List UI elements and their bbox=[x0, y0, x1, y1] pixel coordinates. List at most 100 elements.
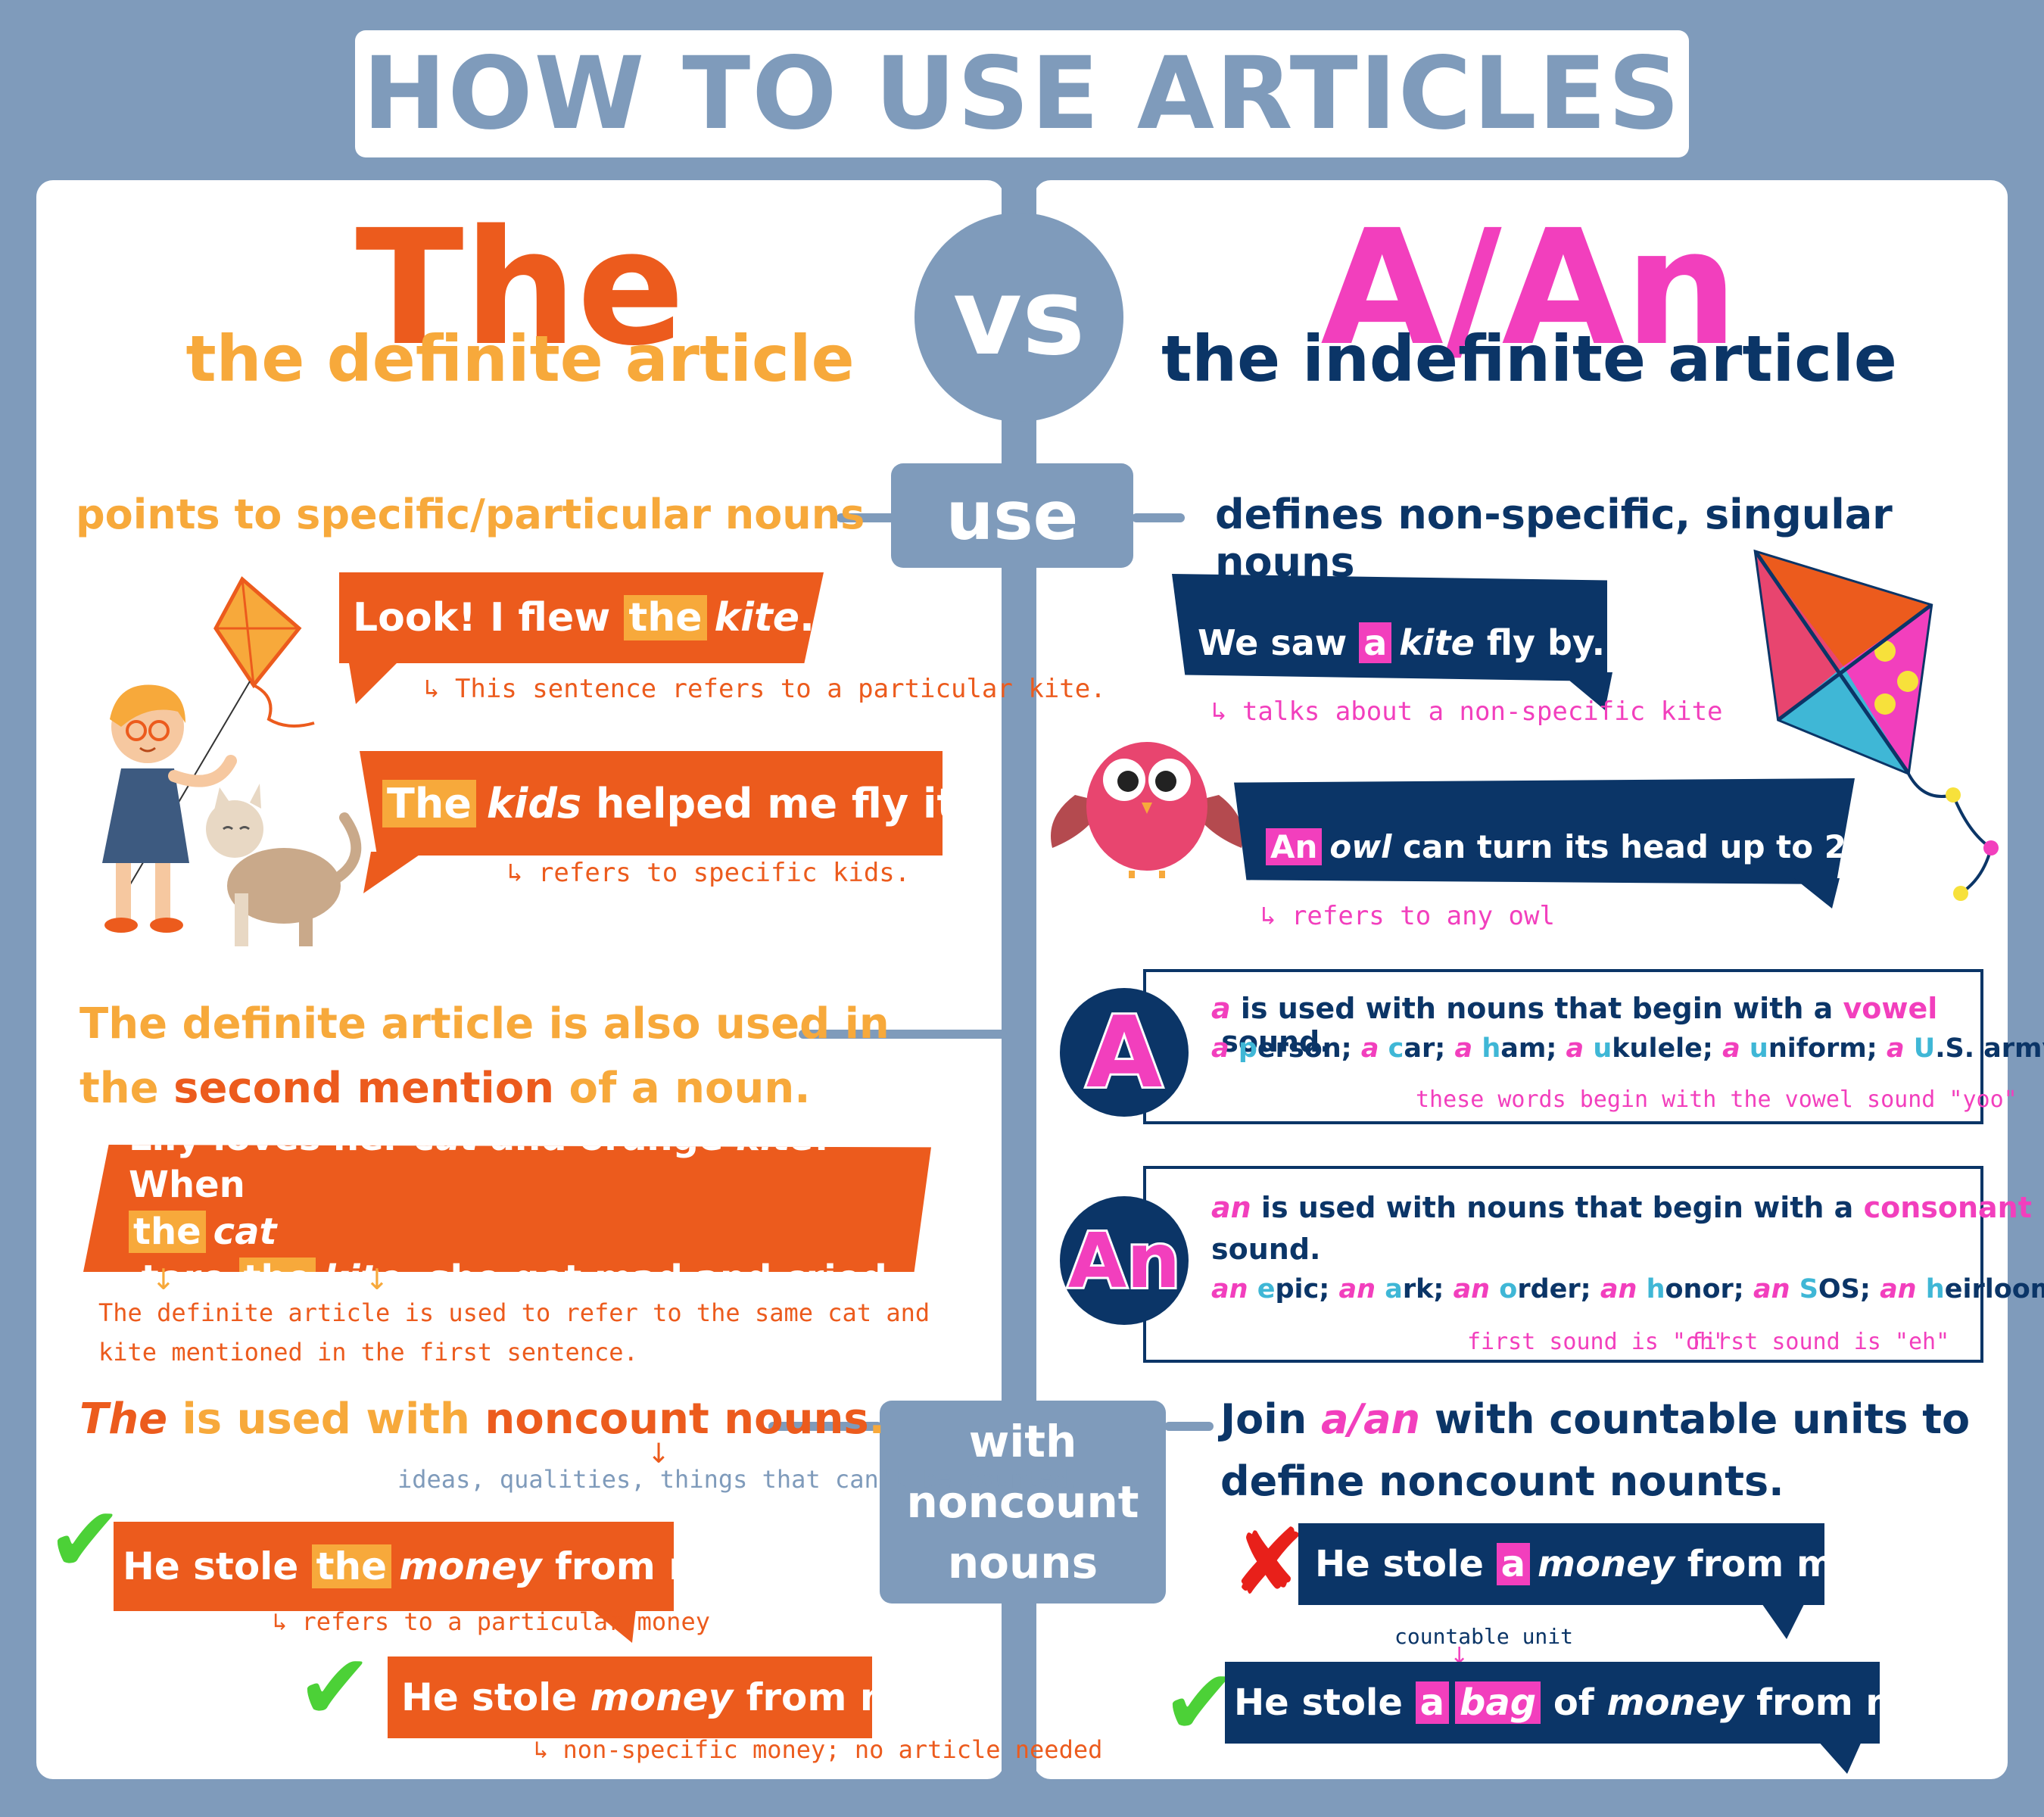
article-highlight: The bbox=[382, 779, 476, 827]
second-mention-bold: second mention bbox=[173, 1064, 555, 1113]
example-first-sound: S bbox=[1799, 1274, 1818, 1304]
use-label: use bbox=[891, 463, 1133, 568]
example-text: , she got mad and cried. bbox=[402, 1258, 901, 1272]
example-article: an bbox=[1211, 1274, 1248, 1304]
example-first-sound: c bbox=[1388, 1033, 1404, 1064]
article-highlight: a bbox=[1415, 1681, 1450, 1724]
example-rest: OS; bbox=[1818, 1274, 1871, 1304]
example-first-sound: u bbox=[1593, 1033, 1612, 1064]
noncount-text: is used with bbox=[167, 1395, 485, 1444]
example-article: a bbox=[1722, 1033, 1740, 1064]
noun-word: money bbox=[1538, 1543, 1675, 1585]
rule-a-examples: a person; a car; a ham; a ukulele; a uni… bbox=[1211, 1033, 2044, 1064]
bubble-tail bbox=[1760, 1601, 1806, 1639]
example-bubble-the-money: He stole the money from me. bbox=[114, 1522, 674, 1611]
check-icon: ✔ bbox=[47, 1488, 123, 1593]
example-article: an bbox=[1453, 1274, 1491, 1304]
noun-word: cat bbox=[213, 1211, 277, 1253]
second-mention-connector bbox=[799, 1030, 1007, 1039]
definite-use-text: points to specific/particular nouns bbox=[76, 491, 865, 538]
example-article: an bbox=[1338, 1274, 1376, 1304]
article-highlight: the bbox=[311, 1544, 392, 1588]
note-text: refers to a particular money bbox=[301, 1607, 710, 1636]
rule-an-examples: an epic; an ark; an order; an honor; an … bbox=[1211, 1274, 2044, 1304]
example-text: . bbox=[799, 595, 815, 640]
rule-keyword: consonant bbox=[1863, 1191, 2032, 1224]
example-first-sound: p bbox=[1238, 1033, 1257, 1064]
article-highlight: An bbox=[1266, 827, 1323, 865]
example-article: a bbox=[1360, 1033, 1379, 1064]
vs-text: vs bbox=[952, 255, 1086, 379]
example-bubble-a-money-wrong: He stole a money from me. bbox=[1298, 1523, 1873, 1605]
girl-kite-illustration bbox=[102, 576, 362, 946]
example-first-sound: e bbox=[1257, 1274, 1276, 1304]
noncount-heading-right: Join a/an with countable units to bbox=[1220, 1395, 1970, 1443]
noun-word: kite bbox=[736, 1145, 815, 1159]
noun-word: kite bbox=[1399, 622, 1475, 663]
example-text: from me. bbox=[1675, 1543, 1873, 1585]
article-highlight: a bbox=[1359, 622, 1392, 663]
noncount-connector-left bbox=[768, 1422, 882, 1431]
example-bubble-the-kids: The kids helped me fly it. bbox=[360, 751, 943, 856]
noun-word: money bbox=[1606, 1681, 1744, 1724]
example-bubble-the-kite: Look! I flew the kite . bbox=[339, 572, 824, 663]
note-oh-sound: first sound is "oh" bbox=[1467, 1329, 1728, 1355]
arrow-down-icon: ↓ bbox=[151, 1263, 176, 1296]
note-text: non-specific money; no article needed bbox=[562, 1735, 1103, 1764]
bubble-tail bbox=[363, 852, 424, 893]
page-title: HOW TO USE ARTICLES bbox=[355, 30, 1689, 157]
example-first-sound: h bbox=[1482, 1033, 1501, 1064]
example-text: Look! I flew bbox=[353, 595, 625, 640]
badge-a: A bbox=[1060, 988, 1189, 1117]
noncount-label-line: noncount bbox=[906, 1476, 1139, 1528]
cat-illustration bbox=[206, 784, 362, 946]
rule-an-line2: sound. bbox=[1211, 1233, 1321, 1266]
example-first-sound: h bbox=[1646, 1274, 1665, 1304]
note-text: This sentence refers to a particular kit… bbox=[454, 674, 1106, 704]
badge-an-text: An bbox=[1066, 1214, 1183, 1307]
note-text: refers to specific kids. bbox=[537, 858, 911, 888]
noncount-the: The bbox=[79, 1395, 168, 1444]
badge-an: An bbox=[1060, 1196, 1189, 1325]
use-connector-right bbox=[1132, 513, 1185, 522]
note-text: refers to any owl bbox=[1291, 901, 1555, 931]
rule-an-line1: an is used with nouns that begin with a … bbox=[1211, 1191, 2032, 1224]
example-rest: onor; bbox=[1665, 1274, 1744, 1304]
example-article: an bbox=[1880, 1274, 1917, 1304]
example-text: We saw bbox=[1198, 622, 1360, 663]
noncount-text: Join bbox=[1220, 1395, 1321, 1443]
noun-word: money bbox=[590, 1675, 734, 1719]
title-text: HOW TO USE ARTICLES bbox=[362, 36, 1682, 152]
example-text: Lily loves her bbox=[129, 1145, 414, 1159]
example-article: an bbox=[1753, 1274, 1790, 1304]
rule-text: sound. bbox=[1211, 1025, 1331, 1058]
example-text: and orange bbox=[478, 1145, 736, 1159]
rule-article: an bbox=[1211, 1191, 1251, 1224]
noncount-bold: noncount nouns bbox=[485, 1395, 869, 1444]
note-non-specific-kite: ↳ talks about a non-specific kite bbox=[1211, 697, 1723, 727]
example-rest: am; bbox=[1500, 1033, 1557, 1064]
bubble-tail bbox=[1817, 1740, 1862, 1774]
example-rest: rder; bbox=[1517, 1274, 1591, 1304]
example-bubble-an-owl: An owl can turn its head up to 270°. bbox=[1234, 778, 1855, 884]
article-highlight: the bbox=[238, 1258, 316, 1272]
kite-icon bbox=[213, 576, 315, 728]
noncount-label-line: nouns bbox=[947, 1537, 1098, 1588]
bubble-tail bbox=[348, 659, 401, 704]
note-any-owl: ↳ refers to any owl bbox=[1260, 901, 1555, 931]
note-eh-sound: first sound is "eh" bbox=[1690, 1329, 1950, 1355]
note-particular-kite: ↳ This sentence refers to a particular k… bbox=[424, 674, 1106, 704]
rule-text: is used with nouns that begin with a bbox=[1230, 992, 1843, 1025]
example-rest: erson; bbox=[1257, 1033, 1352, 1064]
example-article: a bbox=[1566, 1033, 1584, 1064]
note-yoo-sound: these words begin with the vowel sound "… bbox=[1416, 1086, 2018, 1113]
noncount-definition: ideas, qualities, things that can't be c… bbox=[397, 1465, 1083, 1494]
noncount-label-line: with bbox=[968, 1416, 1077, 1467]
example-text: . When bbox=[129, 1145, 828, 1206]
noun-word: kite bbox=[323, 1258, 402, 1272]
example-first-sound: U bbox=[1913, 1033, 1936, 1064]
example-text: fly by. bbox=[1474, 622, 1606, 663]
noncount-text: with countable units to bbox=[1420, 1395, 1971, 1443]
example-text: can turn its head up to 270°. bbox=[1391, 827, 1919, 865]
girl-illustration bbox=[102, 684, 237, 933]
